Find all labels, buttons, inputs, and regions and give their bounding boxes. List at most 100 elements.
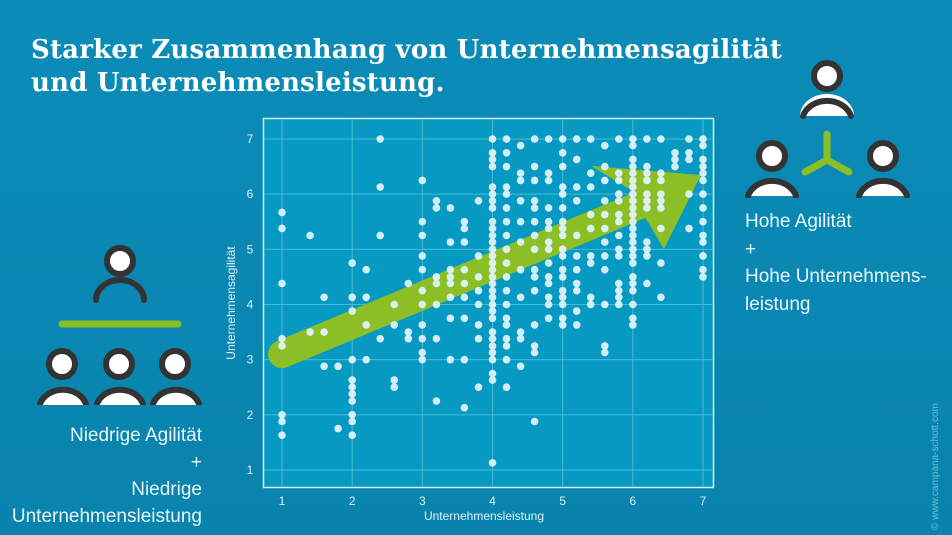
data-point: [488, 245, 497, 254]
data-point: [446, 293, 455, 302]
data-point: [488, 328, 497, 336]
data-point: [586, 210, 595, 219]
data-point: [460, 314, 469, 323]
data-point: [488, 224, 497, 233]
data-point: [671, 149, 679, 157]
data-point: [699, 252, 707, 260]
data-point: [629, 238, 637, 246]
data-point: [516, 293, 525, 302]
low-label-line-2: Niedrige: [131, 479, 202, 500]
data-point: [334, 424, 342, 433]
data-point: [685, 155, 693, 164]
data-point: [348, 259, 357, 267]
data-point: [558, 273, 567, 281]
data-point: [699, 273, 707, 281]
data-point: [418, 348, 427, 357]
data-point: [516, 217, 525, 226]
data-point: [558, 162, 567, 171]
data-point: [601, 224, 609, 233]
high-performance-label: Hohe Agilität + Hohe Unternehmens- leist…: [745, 208, 927, 318]
data-point: [629, 252, 637, 260]
data-point: [629, 300, 637, 309]
data-point: [558, 135, 567, 143]
data-point: [699, 190, 707, 198]
y-tick-label: 3: [247, 353, 254, 367]
data-point: [418, 321, 427, 329]
data-point: [348, 390, 357, 398]
data-point: [418, 176, 427, 185]
data-point: [601, 238, 609, 246]
x-tick-label: 7: [700, 494, 707, 508]
data-point: [278, 411, 286, 419]
data-point: [446, 279, 455, 288]
data-point: [278, 279, 286, 288]
person-icon: [37, 348, 89, 405]
data-point: [572, 231, 581, 240]
data-point: [488, 265, 497, 274]
data-point: [699, 265, 707, 274]
data-point: [362, 355, 371, 364]
data-point: [657, 176, 665, 185]
data-point: [558, 245, 567, 254]
data-point: [362, 265, 371, 274]
person-icon: [800, 60, 854, 119]
data-point: [432, 300, 441, 309]
data-point: [390, 376, 399, 384]
y-tick-label: 7: [247, 132, 254, 146]
data-point: [418, 231, 427, 240]
data-point: [488, 190, 497, 198]
data-point: [601, 342, 609, 350]
data-point: [572, 155, 581, 164]
x-axis-label: Unternehmensleistung: [424, 509, 544, 523]
y-tick-label: 1: [247, 463, 254, 477]
data-point: [657, 204, 665, 212]
data-point: [699, 217, 707, 226]
data-point: [488, 238, 497, 246]
data-point: [404, 328, 413, 336]
data-point: [502, 245, 511, 254]
data-point: [572, 183, 581, 191]
data-point: [629, 155, 637, 164]
data-point: [474, 300, 483, 309]
data-point: [558, 314, 567, 323]
data-point: [376, 231, 385, 240]
data-point: [502, 286, 511, 295]
data-point: [629, 190, 637, 198]
data-point: [629, 135, 637, 143]
data-point: [530, 342, 539, 350]
data-point: [671, 162, 679, 171]
data-point: [544, 238, 553, 246]
data-point: [390, 383, 399, 392]
data-point: [446, 238, 455, 246]
data-point: [502, 273, 511, 281]
data-point: [488, 204, 497, 212]
data-point: [348, 397, 357, 405]
data-point: [418, 217, 427, 226]
data-point: [643, 197, 651, 205]
data-point: [629, 286, 637, 295]
data-point: [629, 231, 637, 240]
data-point: [544, 245, 553, 254]
data-point: [488, 355, 497, 364]
y-tick-label: 6: [247, 187, 254, 201]
data-point: [699, 176, 707, 185]
data-point: [404, 334, 413, 343]
y-axis-label: Unternehmensagilität: [224, 246, 238, 360]
copyright-notice: © www.campana-schott.com: [930, 403, 941, 530]
data-point: [432, 279, 441, 288]
data-point: [629, 279, 637, 288]
data-point: [488, 376, 497, 384]
data-point: [699, 162, 707, 171]
data-point: [488, 252, 497, 260]
data-point: [643, 176, 651, 185]
page-title: Starker Zusammenhang von Unternehmensagi…: [31, 34, 782, 100]
data-point: [615, 217, 623, 226]
data-point: [516, 141, 525, 150]
data-point: [685, 224, 693, 233]
data-point: [530, 204, 539, 212]
data-point: [488, 162, 497, 171]
data-point: [474, 252, 483, 260]
data-point: [418, 265, 427, 274]
high-label-plus: +: [745, 238, 757, 260]
